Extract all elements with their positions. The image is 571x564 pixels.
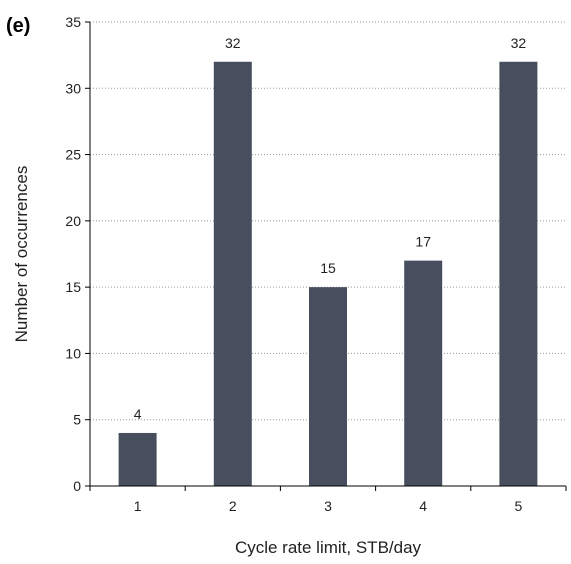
y-tick-label: 10	[65, 345, 81, 361]
y-tick-label: 35	[65, 14, 81, 30]
axes: 0 5 10 15 20 25 30 35 1 2 3 4 5	[65, 14, 567, 514]
y-tick-label: 30	[65, 80, 81, 96]
panel-label: (e)	[6, 15, 30, 37]
data-label-3: 15	[320, 260, 336, 276]
data-label-1: 4	[134, 406, 142, 422]
x-tick-label: 2	[229, 498, 237, 514]
y-tick-label: 25	[65, 147, 81, 163]
bar-1	[118, 432, 157, 486]
x-tick-label: 3	[324, 498, 332, 514]
bar-3	[309, 287, 347, 486]
data-label-5: 32	[511, 35, 527, 51]
y-tick-label: 5	[73, 412, 81, 428]
bars	[118, 61, 538, 487]
bar-2	[213, 61, 252, 487]
y-tick-label: 20	[65, 213, 81, 229]
x-tick-label: 5	[515, 498, 523, 514]
data-labels: 4 32 15 17 32	[134, 35, 527, 422]
x-tick-label: 4	[419, 498, 427, 514]
y-axis-title: Number of occurrences	[12, 166, 31, 343]
data-label-4: 17	[415, 234, 431, 250]
x-axis-title: Cycle rate limit, STB/day	[235, 538, 422, 557]
bar-4	[404, 260, 443, 486]
y-tick-label: 0	[73, 478, 81, 494]
y-tick-label: 15	[65, 279, 81, 295]
bar-5	[499, 61, 538, 487]
x-tick-label: 1	[134, 498, 142, 514]
data-label-2: 32	[225, 35, 241, 51]
